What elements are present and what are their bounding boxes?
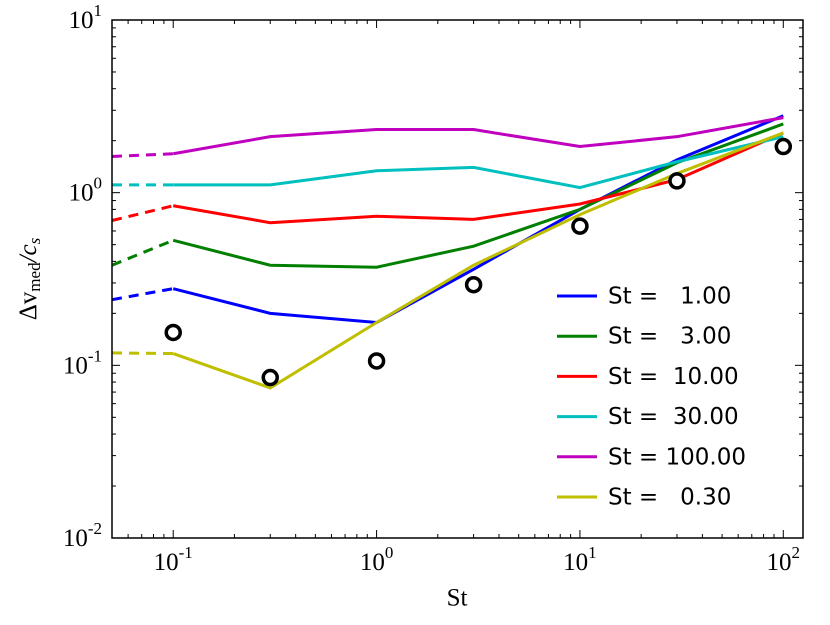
tick-exponent: -1 — [88, 346, 102, 365]
x-axis-label: St — [447, 585, 468, 612]
tick-exponent: 1 — [588, 543, 597, 562]
marker — [367, 352, 386, 370]
tick-exponent: -2 — [88, 519, 102, 538]
legend-label: St = 1.00 — [608, 284, 731, 310]
tick-base: 10 — [563, 549, 588, 576]
y-tick-label: 10-2 — [63, 519, 102, 552]
marker — [464, 275, 483, 294]
y-tick-label: 101 — [69, 1, 103, 34]
marker — [774, 137, 793, 156]
tick-base: 10 — [767, 549, 792, 576]
tick-base: 10 — [360, 549, 385, 576]
y-axis-label: Δvmed/cs — [15, 237, 44, 320]
tick-base: 10 — [63, 525, 88, 552]
x-tick-label: 100 — [360, 543, 394, 576]
tick-exponent: 0 — [94, 174, 103, 193]
marker — [164, 323, 182, 342]
tick-base: 10 — [154, 549, 179, 576]
tick-base: 10 — [69, 179, 94, 206]
legend-label: St = 10.00 — [608, 364, 739, 390]
y-label-sub: med — [25, 262, 44, 292]
plot-frame — [111, 19, 804, 539]
tick-base: 10 — [63, 352, 88, 379]
legend-label: St = 3.00 — [608, 324, 731, 350]
y-label-sub: s — [25, 237, 44, 244]
marker — [668, 172, 686, 190]
extrapolation-line — [111, 238, 174, 267]
y-tick-label: 100 — [69, 174, 103, 207]
tick-exponent: 1 — [94, 1, 103, 20]
tick-exponent: 0 — [385, 543, 394, 562]
tick-exponent: -1 — [179, 543, 193, 562]
series-line — [172, 122, 784, 269]
x-tick-label: 101 — [563, 543, 597, 576]
legend-label: St = 30.00 — [608, 404, 739, 430]
marker — [261, 368, 279, 387]
tick-exponent: 2 — [792, 543, 801, 562]
series-line — [173, 135, 784, 190]
series-line — [172, 114, 784, 325]
x-tick-label: 102 — [767, 543, 801, 576]
x-tick-label: 10-1 — [154, 543, 193, 576]
y-label-part: Δv — [15, 291, 42, 320]
legend-label: St = 0.30 — [608, 485, 731, 511]
extrapolation-line — [111, 204, 174, 222]
tick-base: 10 — [69, 7, 94, 34]
marker — [571, 217, 589, 235]
legend-label: St = 100.00 — [608, 444, 746, 470]
y-tick-label: 10-1 — [63, 346, 102, 379]
series-line — [172, 116, 784, 156]
extrapolation-line — [111, 287, 174, 302]
extrapolation-line — [111, 351, 174, 356]
y-label-part: /c — [15, 244, 42, 264]
extrapolation-line — [111, 152, 174, 158]
series-line — [172, 131, 784, 225]
